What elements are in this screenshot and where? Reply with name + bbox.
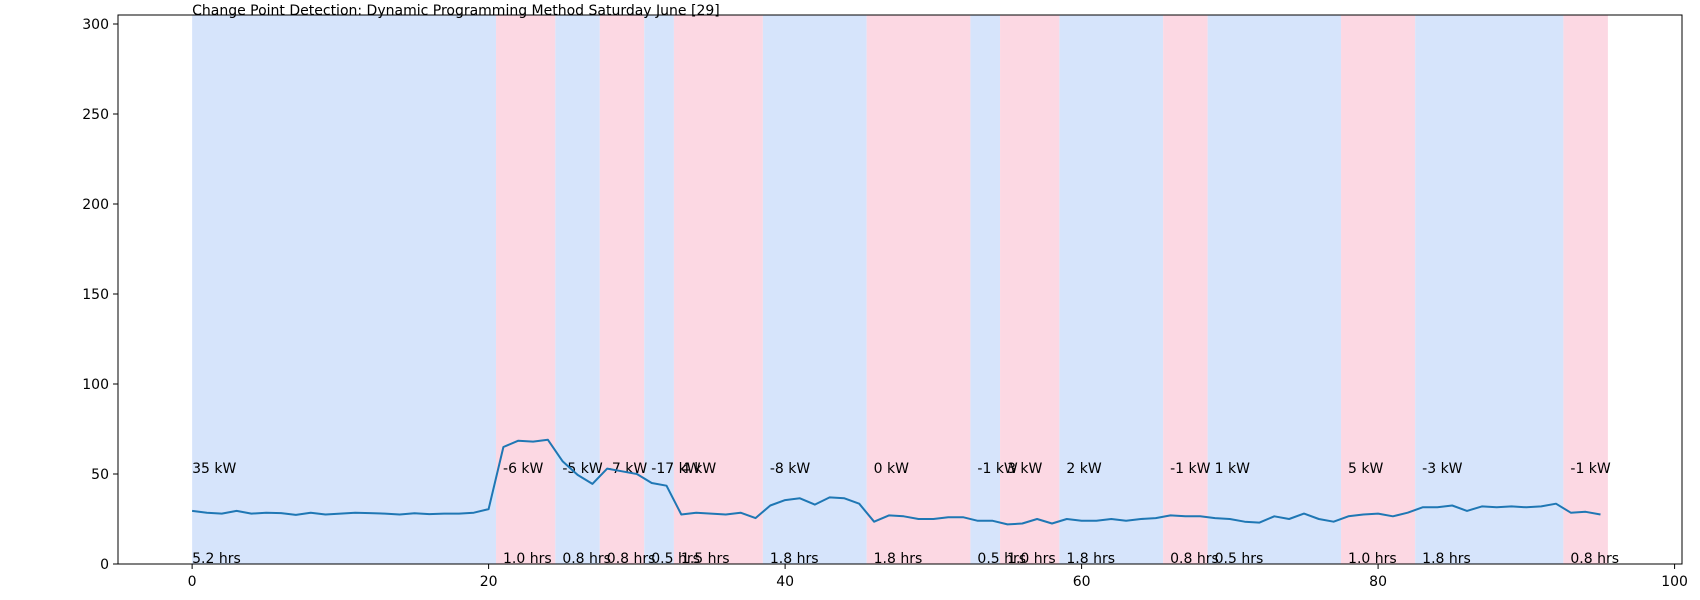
y-tick-label: 300 <box>82 17 109 33</box>
y-tick-label: 0 <box>100 557 109 573</box>
segment-duration-label: 0.5 hrs <box>1215 551 1264 567</box>
segment-delta-label: -1 kW <box>1170 461 1211 477</box>
segment-delta-label: -1 kW <box>1570 461 1611 477</box>
segment-band-14 <box>1415 15 1564 564</box>
segment-duration-label: 0.5 hrs <box>651 551 700 567</box>
segment-delta-label: 3 kW <box>1007 461 1042 477</box>
y-tick-label: 50 <box>91 467 109 483</box>
segment-labels: 35 kW5.2 hrs-6 kW1.0 hrs-5 kW0.8 hrs-7 k… <box>192 461 1619 567</box>
segment-duration-label: 1.8 hrs <box>1066 551 1115 567</box>
segment-band-8 <box>970 15 1001 564</box>
segment-band-9 <box>1000 15 1060 564</box>
segment-duration-label: 1.0 hrs <box>1348 551 1397 567</box>
segment-delta-label: 35 kW <box>192 461 236 477</box>
segment-duration-label: 1.0 hrs <box>1007 551 1056 567</box>
segment-delta-label: 4 kW <box>681 461 716 477</box>
segment-band-3 <box>599 15 645 564</box>
x-axis-ticks: 0 20 40 60 80 100 <box>188 564 1688 590</box>
y-tick-label: 100 <box>82 377 109 393</box>
segment-delta-label: 5 kW <box>1348 461 1383 477</box>
y-tick-label: 250 <box>82 107 109 123</box>
segment-delta-label: -6 kW <box>503 461 544 477</box>
segment-band-2 <box>555 15 600 564</box>
segment-band-4 <box>644 15 674 564</box>
segment-delta-label: 0 kW <box>874 461 909 477</box>
segment-duration-label: 0.8 hrs <box>562 551 611 567</box>
segment-band-0 <box>192 15 497 564</box>
x-tick-label: 100 <box>1661 574 1688 590</box>
plot-frame <box>117 14 1683 565</box>
segment-duration-label: 1.8 hrs <box>874 551 923 567</box>
segment-delta-label: -1 kW <box>977 461 1018 477</box>
segment-band-12 <box>1207 15 1342 564</box>
segment-delta-label: 2 kW <box>1066 461 1101 477</box>
segment-duration-label: 1.5 hrs <box>681 551 730 567</box>
segment-delta-label: 1 kW <box>1215 461 1250 477</box>
segment-duration-label: 0.8 hrs <box>1570 551 1619 567</box>
x-tick-label: 20 <box>480 574 498 590</box>
segment-duration-label: 5.2 hrs <box>192 551 241 567</box>
power-series-line <box>191 438 1601 526</box>
segment-band-7 <box>866 15 971 564</box>
y-axis-ticks: 0 50 100 150 200 250 300 <box>82 17 118 573</box>
segment-band-13 <box>1341 15 1416 564</box>
segment-band-1 <box>496 15 556 564</box>
x-tick-label: 60 <box>1073 574 1091 590</box>
segment-delta-label: -5 kW <box>562 461 603 477</box>
x-tick-label: 40 <box>776 574 794 590</box>
segment-bands <box>192 15 1608 564</box>
chart-title: Change Point Detection: Dynamic Programm… <box>192 3 720 19</box>
y-tick-label: 200 <box>82 197 109 213</box>
segment-delta-label: -8 kW <box>770 461 811 477</box>
segment-band-11 <box>1163 15 1208 564</box>
segment-delta-label: -3 kW <box>1422 461 1463 477</box>
segment-band-6 <box>762 15 867 564</box>
segment-band-10 <box>1059 15 1164 564</box>
segment-delta-label: -17 kW <box>651 461 700 477</box>
segment-duration-label: 1.8 hrs <box>770 551 819 567</box>
x-tick-label: 0 <box>188 574 197 590</box>
segment-duration-label: 1.8 hrs <box>1422 551 1471 567</box>
segment-duration-label: 0.8 hrs <box>607 551 656 567</box>
segment-duration-label: 0.8 hrs <box>1170 551 1219 567</box>
segment-duration-label: 0.5 hrs <box>977 551 1026 567</box>
segment-band-15 <box>1563 15 1608 564</box>
segment-duration-label: 1.0 hrs <box>503 551 552 567</box>
x-tick-label: 80 <box>1369 574 1387 590</box>
y-tick-label: 150 <box>82 287 109 303</box>
segment-band-5 <box>673 15 763 564</box>
